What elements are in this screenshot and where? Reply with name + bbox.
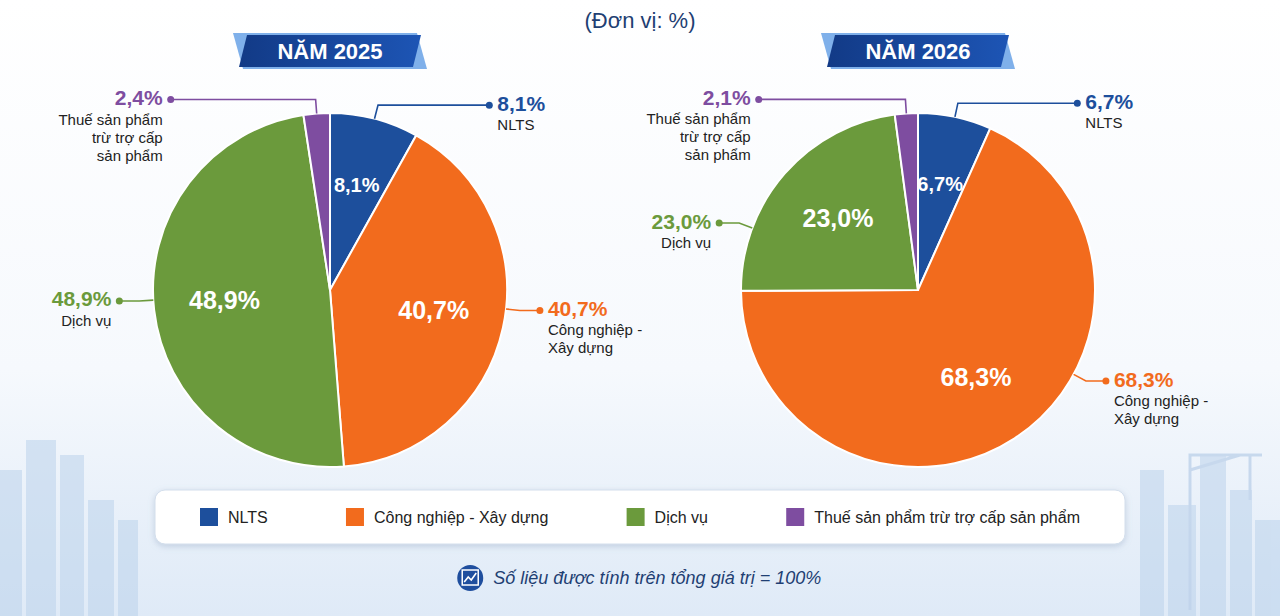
pie-slice [330, 135, 507, 466]
callout-name-line: trừ trợ cấp [92, 129, 163, 146]
building [26, 440, 56, 616]
labels: 6,7%6,7%NLTS68,3%68,3%Công nghiệp -Xây d… [646, 86, 1208, 427]
unit-note: (Đơn vị: %) [585, 8, 696, 33]
leader-dot [486, 102, 493, 109]
legend-swatch [627, 508, 645, 526]
footnote: Số liệu được tính trên tổng giá trị = 10… [457, 565, 821, 591]
leader-dot [755, 96, 762, 103]
leader-dot [1074, 100, 1081, 107]
pie-slice [741, 115, 918, 291]
callout-name: Dịch vụ [61, 312, 111, 329]
footnote-icon-frame [462, 570, 478, 585]
slice-label: 6,7% [917, 173, 963, 195]
legend-label: NLTS [228, 509, 268, 526]
callout-name: Thuế sản phẩmtrừ trợ cấpsản phẩm [646, 110, 750, 163]
pie-chart: NĂM 20258,1%8,1%NLTS40,7%40,7%Công nghiệ… [52, 33, 642, 467]
leader-line [955, 103, 1077, 117]
callout-value: 40,7% [548, 297, 608, 320]
slices [153, 113, 507, 467]
callout-name-line: sản phẩm [97, 147, 163, 164]
building [118, 520, 138, 616]
callout-name-line: Xây dựng [548, 339, 613, 356]
leader-line [759, 99, 907, 113]
chart-title: NĂM 2025 [277, 39, 382, 64]
callout-name: Dịch vụ [661, 234, 711, 251]
callout-name-line: Công nghiệp - [1114, 392, 1208, 409]
callout-name-line: NLTS [1085, 114, 1122, 131]
callout-name-line: Dịch vụ [61, 312, 111, 329]
pie-chart: NĂM 20266,7%6,7%NLTS68,3%68,3%Công nghiệ… [646, 33, 1208, 467]
legend-swatch [346, 508, 364, 526]
leader-line [375, 105, 490, 119]
callout-name-line: NLTS [497, 116, 534, 133]
banner-accent [821, 33, 1015, 69]
callout-value: 8,1% [497, 92, 545, 115]
banner [827, 35, 1009, 67]
callout-name-line: sản phẩm [685, 146, 751, 163]
callout-value: 23,0% [652, 210, 712, 233]
building [88, 500, 114, 616]
leader-line [1074, 374, 1106, 381]
slice-label: 8,1% [334, 174, 380, 196]
legend-box [155, 490, 1125, 544]
building [60, 455, 84, 616]
skyline-decoration [0, 440, 1280, 616]
footnote-icon-line [464, 573, 476, 582]
building [1230, 490, 1252, 616]
leader-dot [116, 297, 123, 304]
chart-root: (Đơn vị: %)NĂM 20258,1%8,1%NLTS40,7%40,7… [0, 0, 1280, 616]
legend-label: Dịch vụ [655, 509, 708, 526]
callout-name: NLTS [1085, 114, 1122, 131]
slice-label: 48,9% [189, 286, 260, 314]
crane [1190, 455, 1262, 610]
slice-label: 23,0% [803, 204, 874, 232]
legend-swatch [786, 508, 804, 526]
building [0, 470, 22, 616]
leader-line [119, 299, 153, 301]
building [1200, 455, 1226, 616]
callout-name-line: trừ trợ cấp [680, 128, 751, 145]
leader-dot [716, 219, 723, 226]
leader-dot [536, 307, 543, 314]
building [1255, 520, 1280, 616]
leader-dot [167, 96, 174, 103]
building [1168, 505, 1196, 616]
callout-name: NLTS [497, 116, 534, 133]
legend-swatch [200, 508, 218, 526]
callout-name: Công nghiệp -Xây dựng [548, 321, 642, 356]
banner-accent [233, 33, 427, 69]
leader-line [171, 100, 317, 114]
callout-name-line: Công nghiệp - [548, 321, 642, 338]
footnote-text: Số liệu được tính trên tổng giá trị = 10… [493, 568, 821, 588]
building [1140, 470, 1164, 616]
chart-title: NĂM 2026 [865, 39, 970, 64]
callout-name-line: Thuế sản phẩm [58, 111, 162, 128]
slice-label: 40,7% [398, 296, 469, 324]
callout-name-line: Thuế sản phẩm [646, 110, 750, 127]
background [0, 0, 1280, 616]
labels: 8,1%8,1%NLTS40,7%40,7%Công nghiệp -Xây d… [52, 86, 642, 356]
legend-label: Thuế sản phẩm trừ trợ cấp sản phẩm [814, 509, 1080, 526]
leader-line [719, 223, 752, 228]
legend-label: Công nghiệp - Xây dựng [374, 509, 548, 526]
slices [741, 113, 1095, 467]
callout-value: 2,1% [703, 86, 751, 109]
footnote-icon [457, 565, 483, 591]
banner [239, 35, 421, 67]
callout-name: Công nghiệp -Xây dựng [1114, 392, 1208, 427]
callout-name: Thuế sản phẩmtrừ trợ cấpsản phẩm [58, 111, 162, 164]
slice-label: 68,3% [941, 363, 1012, 391]
leader-dot [1102, 378, 1109, 385]
pie-slice [895, 113, 918, 290]
callout-value: 68,3% [1114, 368, 1174, 391]
callout-name-line: Xây dựng [1114, 410, 1179, 427]
callout-value: 48,9% [52, 287, 112, 310]
callout-value: 6,7% [1085, 90, 1133, 113]
leader-line [506, 309, 540, 311]
legend: NLTS Công nghiệp - Xây dựng Dịch vụ Thuế sả… [155, 490, 1125, 544]
callout-value: 2,4% [115, 86, 163, 109]
callout-name-line: Dịch vụ [661, 234, 711, 251]
pie-slice [303, 113, 330, 290]
